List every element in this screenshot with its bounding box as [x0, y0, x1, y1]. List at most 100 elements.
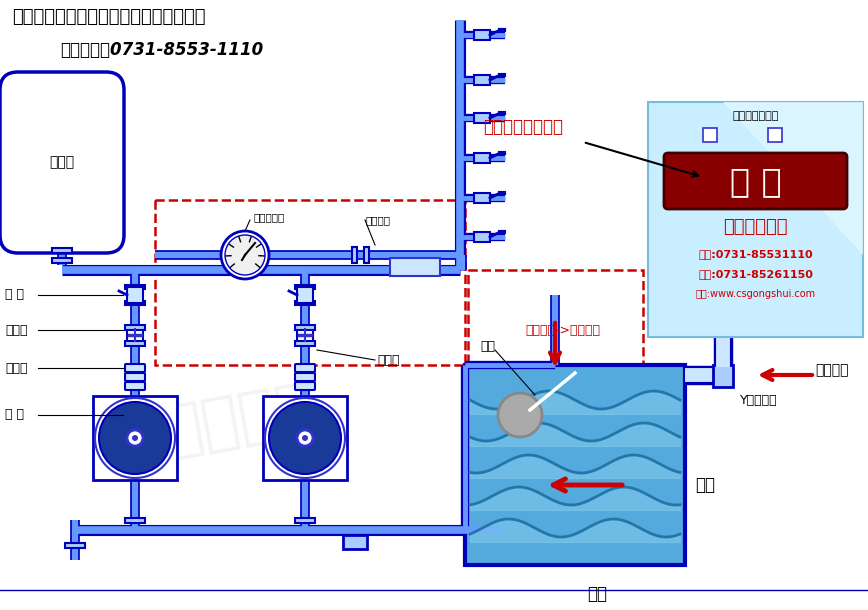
Circle shape	[269, 402, 341, 474]
Text: 压力罐: 压力罐	[49, 156, 75, 170]
Text: 浮球: 浮球	[480, 340, 495, 354]
Polygon shape	[123, 456, 130, 459]
FancyBboxPatch shape	[768, 128, 782, 142]
FancyBboxPatch shape	[352, 247, 357, 263]
FancyBboxPatch shape	[364, 247, 369, 263]
Polygon shape	[148, 445, 152, 451]
FancyBboxPatch shape	[65, 542, 85, 548]
Circle shape	[95, 398, 175, 478]
Polygon shape	[146, 441, 149, 448]
FancyBboxPatch shape	[125, 285, 145, 289]
FancyBboxPatch shape	[93, 396, 177, 480]
Polygon shape	[148, 454, 155, 459]
Polygon shape	[289, 457, 296, 461]
Circle shape	[225, 235, 265, 275]
Polygon shape	[128, 451, 136, 453]
Text: 接自来水: 接自来水	[815, 363, 849, 377]
Polygon shape	[119, 457, 126, 461]
Polygon shape	[296, 427, 303, 431]
Polygon shape	[128, 430, 134, 436]
FancyBboxPatch shape	[125, 325, 145, 329]
Polygon shape	[110, 429, 112, 437]
Polygon shape	[285, 458, 292, 463]
Text: 变频供水控制柜: 变频供水控制柜	[733, 111, 779, 121]
FancyBboxPatch shape	[125, 340, 145, 345]
Polygon shape	[299, 432, 306, 439]
FancyBboxPatch shape	[297, 287, 313, 303]
Text: 水箱: 水箱	[587, 585, 607, 603]
Text: 水箱: 水箱	[695, 476, 715, 494]
Polygon shape	[155, 425, 159, 432]
Text: 来水量多->空气排除: 来水量多->空气排除	[525, 323, 600, 337]
Polygon shape	[317, 424, 321, 431]
FancyBboxPatch shape	[52, 248, 72, 253]
FancyBboxPatch shape	[127, 287, 143, 303]
Polygon shape	[135, 430, 142, 434]
Circle shape	[221, 231, 269, 279]
FancyBboxPatch shape	[52, 257, 72, 262]
Text: 远传压力表: 远传压力表	[253, 212, 284, 222]
Polygon shape	[132, 440, 140, 442]
Polygon shape	[296, 454, 304, 456]
FancyBboxPatch shape	[0, 72, 124, 253]
Polygon shape	[293, 456, 300, 459]
Polygon shape	[308, 434, 309, 442]
Polygon shape	[141, 436, 142, 443]
Polygon shape	[138, 434, 139, 442]
Polygon shape	[127, 437, 130, 444]
FancyBboxPatch shape	[295, 517, 315, 523]
FancyBboxPatch shape	[125, 364, 145, 372]
FancyBboxPatch shape	[474, 153, 490, 163]
FancyBboxPatch shape	[703, 128, 717, 142]
Polygon shape	[127, 417, 135, 418]
Polygon shape	[319, 454, 325, 459]
Polygon shape	[318, 459, 325, 463]
Polygon shape	[108, 425, 110, 432]
Polygon shape	[280, 429, 282, 437]
FancyBboxPatch shape	[295, 382, 315, 390]
FancyBboxPatch shape	[295, 364, 315, 372]
Text: 中赢供水集团: 中赢供水集团	[723, 218, 788, 236]
FancyBboxPatch shape	[125, 382, 145, 390]
Text: 电话:0731-85531110: 电话:0731-85531110	[698, 249, 812, 259]
FancyBboxPatch shape	[474, 232, 490, 242]
Circle shape	[132, 435, 138, 441]
Polygon shape	[316, 441, 319, 448]
Circle shape	[297, 430, 313, 446]
Polygon shape	[129, 432, 135, 439]
FancyBboxPatch shape	[125, 373, 145, 381]
Polygon shape	[125, 420, 133, 423]
FancyBboxPatch shape	[664, 153, 847, 209]
Polygon shape	[723, 102, 863, 255]
Circle shape	[265, 398, 345, 478]
FancyBboxPatch shape	[648, 102, 863, 337]
Polygon shape	[312, 425, 318, 431]
FancyBboxPatch shape	[295, 340, 315, 345]
Polygon shape	[151, 424, 155, 431]
Polygon shape	[306, 430, 312, 434]
Text: 中赢供水－专注变频节能技术的给水品牌: 中赢供水－专注变频节能技术的给水品牌	[12, 8, 206, 26]
FancyBboxPatch shape	[474, 113, 490, 123]
FancyBboxPatch shape	[343, 535, 367, 549]
Polygon shape	[148, 459, 155, 463]
FancyBboxPatch shape	[465, 365, 685, 565]
Polygon shape	[317, 445, 322, 451]
FancyBboxPatch shape	[263, 396, 347, 480]
FancyBboxPatch shape	[127, 327, 143, 343]
Polygon shape	[295, 420, 303, 423]
FancyBboxPatch shape	[297, 327, 313, 343]
Polygon shape	[326, 425, 329, 432]
Polygon shape	[299, 451, 306, 453]
Polygon shape	[148, 449, 154, 455]
Polygon shape	[277, 425, 279, 432]
FancyBboxPatch shape	[295, 285, 315, 289]
FancyBboxPatch shape	[125, 517, 145, 523]
Polygon shape	[298, 430, 304, 436]
Polygon shape	[319, 449, 324, 455]
Polygon shape	[321, 424, 326, 431]
Polygon shape	[295, 424, 302, 427]
Text: 启 动: 启 动	[730, 165, 781, 198]
Polygon shape	[143, 438, 146, 445]
Polygon shape	[133, 433, 140, 437]
Polygon shape	[313, 438, 316, 445]
